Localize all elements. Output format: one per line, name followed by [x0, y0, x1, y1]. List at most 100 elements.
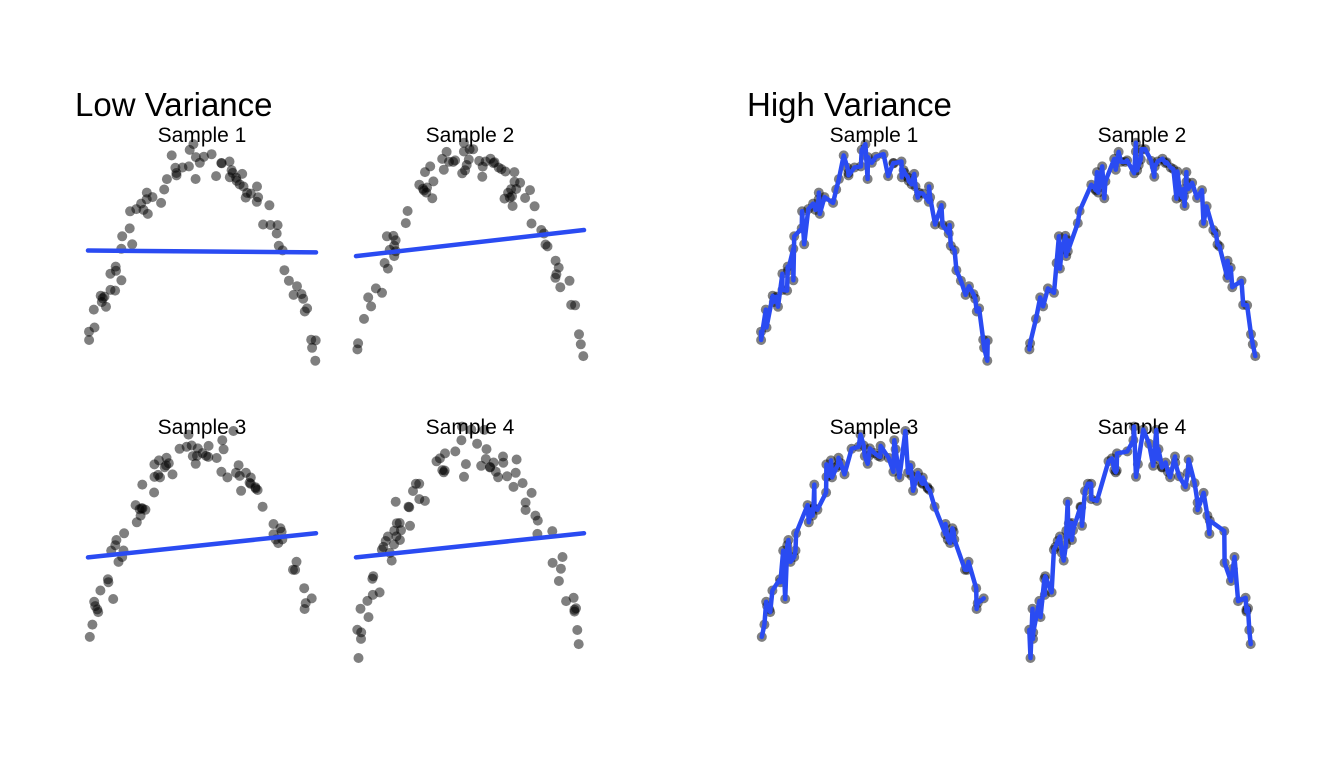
low-sample-4-point-11: [374, 587, 385, 598]
low-sample-2-point-18: [402, 206, 413, 216]
high-sample-4-fit-curve: [1027, 424, 1253, 661]
low-sample-4-point-79: [572, 625, 583, 635]
low-sample-1-point-69: [279, 265, 290, 276]
low-sample-1-point-43: [206, 149, 217, 160]
low-sample-1-point-26: [142, 208, 153, 219]
low-sample-4-point-50: [481, 444, 492, 455]
low-sample-1-point-4: [89, 322, 100, 333]
low-sample-4-point-62: [517, 478, 528, 489]
low-sample-1-point-29: [159, 184, 170, 195]
low-sample-4-point-75: [568, 592, 579, 603]
low-sample-1-point-54: [237, 168, 248, 179]
low-sample-1-point-31: [166, 150, 177, 161]
low-sample-3-point-2: [87, 619, 98, 630]
low-sample-1-point-61: [253, 192, 264, 203]
low-sample-4-point-15: [382, 531, 393, 542]
low-sample-4-point-61: [511, 454, 522, 465]
low-sample-3-point-30: [154, 455, 164, 466]
low-sample-3-point-31: [155, 472, 165, 483]
low-sample-1-point-9: [101, 301, 111, 312]
low-sample-2-point-69: [542, 241, 553, 252]
low-sample-4-point-64: [520, 505, 531, 515]
low-sample-4-point-72: [555, 563, 566, 574]
low-sample-2-point-43: [477, 171, 488, 182]
low-sample-3-point-76: [291, 556, 302, 567]
low-variance-title: Low Variance: [75, 86, 273, 123]
low-sample-1-point-80: [310, 335, 321, 346]
low-sample-1-point-64: [265, 220, 276, 230]
low-sample-3-point-26: [149, 487, 160, 498]
low-sample-4-panel: [352, 421, 587, 663]
low-sample-1-point-60: [252, 181, 262, 192]
low-sample-1-point-70: [283, 275, 294, 286]
low-sample-1-point-44: [211, 171, 222, 182]
low-sample-4-point-80: [573, 639, 584, 650]
low-sample-1-point-65: [271, 228, 282, 239]
low-sample-2-point-25: [425, 161, 436, 172]
low-sample-1-point-27: [147, 192, 158, 203]
low-sample-2-title: Sample 2: [426, 124, 515, 147]
low-sample-4-point-2: [353, 653, 364, 663]
low-sample-3-point-77: [299, 583, 310, 594]
high-sample-3-panel: [756, 426, 989, 642]
low-sample-1-point-72: [292, 281, 302, 292]
low-sample-3-point-39: [183, 429, 194, 440]
low-sample-2-point-2: [353, 338, 364, 349]
low-sample-4-point-5: [356, 627, 367, 638]
low-sample-1-point-78: [307, 342, 318, 353]
high-sample-1-panel: [756, 139, 993, 366]
low-sample-4-point-33: [419, 495, 430, 506]
plot-layer: [84, 137, 1261, 663]
low-sample-2-point-77: [570, 300, 581, 311]
low-sample-2-point-74: [555, 282, 566, 293]
low-sample-3-point-13: [111, 535, 122, 545]
low-sample-1-point-39: [190, 174, 201, 184]
low-sample-1-point-47: [224, 156, 235, 167]
low-sample-3-point-36: [167, 469, 178, 480]
low-sample-1-point-63: [264, 200, 275, 211]
low-sample-3-point-66: [257, 501, 268, 512]
low-sample-2-point-41: [468, 144, 479, 155]
low-sample-1-point-3: [88, 304, 99, 315]
low-sample-3-point-9: [103, 577, 114, 588]
high-sample-1-fit-curve: [758, 141, 990, 363]
low-sample-1-point-36: [183, 161, 194, 172]
low-sample-4-point-70: [547, 557, 558, 568]
low-sample-2-point-39: [463, 154, 474, 165]
low-sample-3-point-58: [236, 485, 247, 496]
low-sample-3-point-48: [203, 440, 214, 451]
low-sample-3-point-6: [93, 607, 104, 618]
low-sample-2-point-33: [450, 155, 461, 166]
low-sample-4-point-24: [394, 535, 405, 545]
high-sample-1-title: Sample 1: [830, 124, 919, 147]
low-sample-2-point-10: [382, 263, 393, 274]
low-sample-2-point-15: [390, 235, 401, 246]
low-sample-2-point-30: [441, 146, 452, 157]
high-sample-3-fit-curve: [759, 428, 986, 640]
low-sample-2-point-52: [500, 166, 511, 177]
low-sample-3-point-7: [95, 585, 106, 596]
low-sample-1-point-42: [198, 151, 209, 162]
low-sample-1-point-74: [298, 293, 309, 304]
low-sample-4-point-28: [405, 520, 415, 531]
low-sample-3-point-72: [276, 526, 287, 537]
low-sample-2-point-78: [574, 329, 584, 340]
low-sample-2-point-17: [400, 218, 411, 229]
low-sample-2-point-73: [553, 262, 564, 273]
low-sample-4-point-55: [493, 472, 504, 483]
low-sample-4-point-46: [472, 438, 483, 449]
low-sample-4-point-44: [460, 459, 471, 470]
low-sample-3-point-56: [233, 460, 244, 471]
low-sample-1-point-16: [116, 275, 127, 286]
low-sample-1-title: Sample 1: [158, 124, 247, 147]
low-sample-4-point-57: [498, 457, 509, 468]
low-sample-4-point-73: [557, 552, 568, 562]
low-sample-1-point-30: [161, 174, 172, 185]
low-sample-1-point-2: [84, 335, 95, 345]
low-sample-4-point-78: [571, 603, 581, 614]
low-sample-3-point-65: [252, 485, 263, 495]
low-sample-4-point-40: [450, 446, 461, 457]
low-sample-2-point-27: [428, 176, 439, 187]
low-sample-2-point-5: [366, 301, 377, 312]
low-sample-4-point-7: [363, 612, 374, 623]
